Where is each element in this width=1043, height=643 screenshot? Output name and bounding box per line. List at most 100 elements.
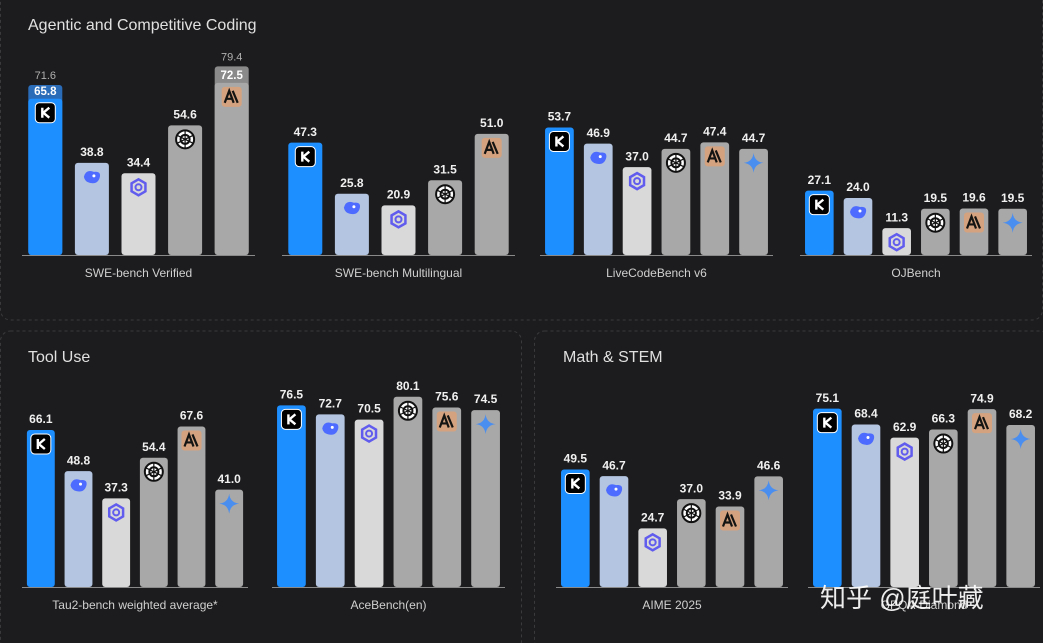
- value-label: 37.0: [680, 481, 704, 495]
- x-axis-label: LiveCodeBench v6: [606, 266, 707, 280]
- value-label: 48.8: [67, 453, 91, 467]
- bar: [851, 424, 881, 587]
- x-axis-label: GPQA-Diamond: [881, 598, 968, 612]
- icon: [360, 424, 378, 444]
- value-label: 11.3: [885, 210, 908, 224]
- value-label: 74.9: [970, 391, 994, 405]
- icon: [70, 479, 87, 492]
- icon: [706, 147, 722, 163]
- bar: [121, 173, 156, 255]
- value-label: 75.6: [435, 390, 459, 404]
- bar: [139, 457, 168, 587]
- value-label: 19.5: [924, 191, 948, 205]
- value-label: 51.0: [480, 116, 504, 130]
- watermark: 知乎 @庭叶藏: [820, 583, 984, 613]
- icon: [483, 138, 499, 155]
- bar: [177, 426, 206, 587]
- bar: [929, 429, 958, 587]
- value-label: 34.4: [127, 155, 151, 169]
- icon: [888, 232, 905, 252]
- value-label: 72.5: [221, 70, 244, 82]
- value-label: 24.7: [641, 511, 665, 525]
- panel: [0, 0, 1043, 321]
- value-label: 44.7: [664, 131, 688, 145]
- icon: [365, 429, 374, 438]
- value-label: 79.4: [221, 51, 242, 63]
- icon: [79, 482, 82, 486]
- icon: [322, 422, 339, 435]
- bar: [561, 469, 590, 587]
- bar: [354, 419, 384, 587]
- value-label: 33.9: [718, 489, 742, 503]
- icon: [41, 106, 51, 119]
- icon: [130, 177, 147, 197]
- x-axis-label: Tau2-bench weighted average*: [52, 598, 218, 612]
- icon: [330, 425, 334, 429]
- x-axis-label: AIME 2025: [642, 598, 702, 612]
- icon: [436, 185, 454, 204]
- value-label: 20.9: [387, 188, 411, 202]
- icon: [352, 205, 356, 209]
- bar: [638, 528, 667, 587]
- x-axis-label: OJBench: [891, 266, 940, 280]
- icon: [30, 433, 52, 455]
- bar: [214, 82, 249, 255]
- icon: [145, 462, 163, 481]
- icon: [858, 209, 862, 213]
- icon: [1002, 212, 1023, 233]
- charts: SWE-bench Verified 71.6 65.8 38.8 34.4 54.6 79…: [22, 51, 1040, 612]
- icon: [743, 152, 764, 173]
- bar: [813, 408, 842, 587]
- icon: [294, 146, 316, 168]
- icon: [606, 484, 623, 497]
- value-label: 46.7: [602, 458, 626, 472]
- bar: [677, 499, 706, 587]
- icon: [892, 238, 901, 247]
- value-label: 27.1: [808, 173, 832, 187]
- icon: [107, 502, 125, 522]
- section-title: Math & STEM: [563, 349, 663, 366]
- icon: [633, 177, 642, 186]
- value-label: 66.3: [932, 412, 956, 426]
- x-axis-label: SWE-bench Verified: [85, 266, 192, 280]
- bar: [28, 98, 63, 255]
- icon: [571, 477, 581, 490]
- bar: [315, 414, 345, 587]
- value-label: 71.6: [35, 70, 56, 82]
- icon: [823, 416, 833, 429]
- bar: [393, 396, 423, 587]
- icon: [858, 432, 875, 445]
- icon: [816, 412, 838, 434]
- value-label: 80.1: [396, 379, 420, 393]
- icon: [83, 171, 101, 184]
- value-label: 19.5: [1001, 191, 1025, 205]
- bar: [26, 430, 55, 587]
- bar: [545, 127, 574, 255]
- icon: [438, 412, 454, 428]
- value-label: 70.5: [357, 402, 381, 416]
- bar: [754, 476, 783, 587]
- icon: [555, 135, 565, 148]
- icon: [815, 198, 825, 211]
- bar: [288, 142, 323, 255]
- value-label: 49.5: [564, 452, 588, 466]
- icon: [590, 151, 607, 165]
- icon: [900, 447, 909, 456]
- bar: [474, 133, 509, 255]
- bar: [890, 437, 919, 587]
- bar: [739, 148, 768, 255]
- icon: [36, 438, 46, 450]
- icon: [808, 194, 830, 216]
- icon: [758, 480, 779, 501]
- value-label: 44.7: [742, 131, 766, 145]
- value-label: 65.8: [34, 86, 57, 98]
- value-label: 68.2: [1009, 407, 1033, 421]
- value-label: 46.9: [587, 126, 611, 140]
- value-label: 41.0: [217, 472, 241, 486]
- bar: [700, 142, 730, 255]
- value-label: 31.5: [433, 162, 457, 176]
- icon: [134, 183, 143, 192]
- value-label: 72.7: [319, 397, 343, 411]
- bar: [1006, 425, 1035, 587]
